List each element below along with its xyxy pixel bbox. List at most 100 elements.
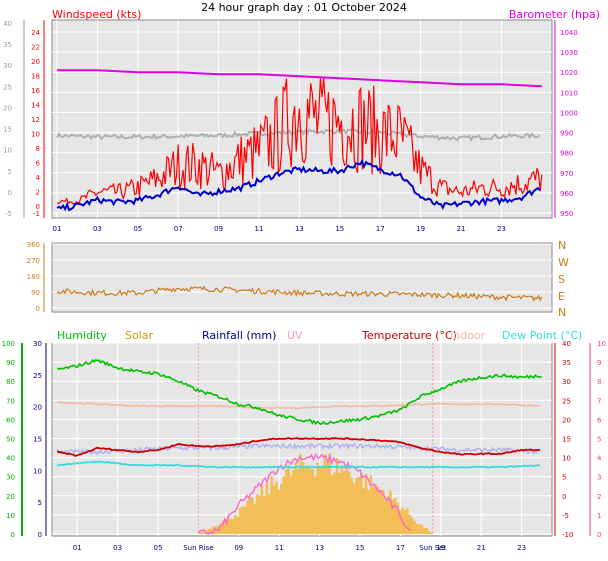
legend-label: Temperature (°C) <box>361 329 457 342</box>
solar-bar <box>430 532 433 534</box>
wind-left-inner-tick: 12 <box>31 116 40 124</box>
wind-x-tick-label: 05 <box>133 225 142 233</box>
uv-right-tick: 2 <box>597 493 601 501</box>
temp-x-tick-label: 23 <box>517 544 526 552</box>
direction-left-tick: 0 <box>36 305 40 313</box>
uv-right-tick: 8 <box>597 378 601 386</box>
solar-bar <box>197 533 201 534</box>
solar-bar <box>236 516 239 534</box>
solar-bar <box>289 475 293 534</box>
humidity-left-tick: 70 <box>6 397 15 405</box>
solar-bar <box>362 488 365 534</box>
solar-bar <box>413 521 416 534</box>
humidity-left-tick: 10 <box>6 512 15 520</box>
wind-right-tick: 960 <box>560 190 573 198</box>
humidity-left-tick: 90 <box>6 359 15 367</box>
solar-bar <box>292 469 295 534</box>
wind-x-tick-label: 13 <box>295 225 304 233</box>
wind-left-outer-tick: 5 <box>8 168 12 176</box>
solar-bar <box>219 523 222 534</box>
solar-bar <box>250 497 254 534</box>
solar-bar <box>217 525 220 534</box>
solar-bar <box>343 471 346 534</box>
rain-left-tick: 25 <box>33 372 42 380</box>
temp-x-tick-label: 03 <box>113 544 122 552</box>
humidity-left-tick: 40 <box>6 455 15 463</box>
solar-bar <box>377 487 380 534</box>
wind-right-tick: 1000 <box>560 109 578 117</box>
solar-bar <box>309 468 312 534</box>
wind-x-tick-label: 17 <box>376 225 385 233</box>
uv-right-tick: 7 <box>597 397 601 405</box>
solar-bar <box>234 515 237 534</box>
wind-left-outer-tick: 10 <box>3 147 12 155</box>
solar-bar <box>408 515 412 534</box>
solar-bar <box>241 506 244 534</box>
legend-label: Solar <box>125 329 154 342</box>
humidity-left-tick: 20 <box>6 493 15 501</box>
uv-right-tick: 6 <box>597 416 602 424</box>
solar-bar <box>260 485 264 534</box>
wind-left-outer-tick: 25 <box>3 83 12 91</box>
wind-panel-plot-area <box>51 19 553 219</box>
wind-left-inner-tick: 10 <box>31 130 40 138</box>
solar-bar <box>280 483 283 534</box>
solar-bar <box>415 523 419 534</box>
wind-right-tick: 950 <box>560 210 573 218</box>
solar-bar <box>243 507 247 534</box>
solar-bar <box>323 454 327 534</box>
direction-left-tick: 180 <box>27 273 40 281</box>
wind-left-outer-tick: -5 <box>5 210 12 218</box>
solar-bar <box>270 476 273 534</box>
solar-bar <box>255 494 259 534</box>
uv-right-tick: 1 <box>597 512 601 520</box>
solar-bar <box>294 462 298 534</box>
temp-x-tick-label: 11 <box>275 544 284 552</box>
solar-bar <box>277 489 281 534</box>
humidity-left-tick: 80 <box>6 378 15 386</box>
direction-left-tick: 270 <box>27 257 40 265</box>
temp-right-tick: 40 <box>562 340 571 348</box>
wind-x-tick-label: 19 <box>416 225 425 233</box>
wind-left-inner-tick: 20 <box>31 58 40 66</box>
solar-bar <box>396 502 399 534</box>
solar-bar <box>374 484 378 534</box>
solar-bar <box>420 524 424 534</box>
wind-left-inner-tick: 16 <box>31 87 40 95</box>
temp-right-tick: 20 <box>562 416 571 424</box>
solar-bar <box>398 510 402 534</box>
windspeed-axis-label: Windspeed (kts) <box>52 8 141 21</box>
solar-bar <box>335 457 339 534</box>
wind-x-tick-label: 23 <box>497 225 506 233</box>
temp-right-tick: 25 <box>562 397 571 405</box>
solar-bar <box>391 499 395 534</box>
solar-bar <box>355 477 358 534</box>
temp-right-tick: 35 <box>562 359 571 367</box>
rain-left-tick: 20 <box>33 404 42 412</box>
legend-label: Humidity <box>57 329 107 342</box>
solar-bar <box>403 510 407 534</box>
solar-bar <box>258 495 261 534</box>
wind-left-inner-tick: 18 <box>31 72 40 80</box>
rain-left-tick: 0 <box>38 531 42 539</box>
temp-right-tick: 0 <box>562 493 566 501</box>
solar-bar <box>381 489 385 534</box>
wind-left-inner-tick: 0 <box>36 203 40 211</box>
solar-bar <box>275 481 278 534</box>
uv-right-tick: 9 <box>597 359 601 367</box>
solar-bar <box>284 469 288 534</box>
solar-bar <box>214 526 218 534</box>
temp-right-tick: 30 <box>562 378 571 386</box>
solar-bar <box>231 519 235 534</box>
solar-bar <box>393 497 397 534</box>
solar-bar <box>306 465 310 534</box>
solar-bar <box>299 454 302 534</box>
solar-bar <box>224 518 227 534</box>
uv-line <box>197 452 412 535</box>
temp-x-tick-label: 19 <box>436 544 445 552</box>
uv-right-tick: 5 <box>597 436 601 444</box>
solar-bar <box>360 472 363 534</box>
humidity-left-tick: 0 <box>11 531 15 539</box>
solar-bar <box>316 462 319 534</box>
wind-left-inner-tick: -1 <box>33 210 40 218</box>
